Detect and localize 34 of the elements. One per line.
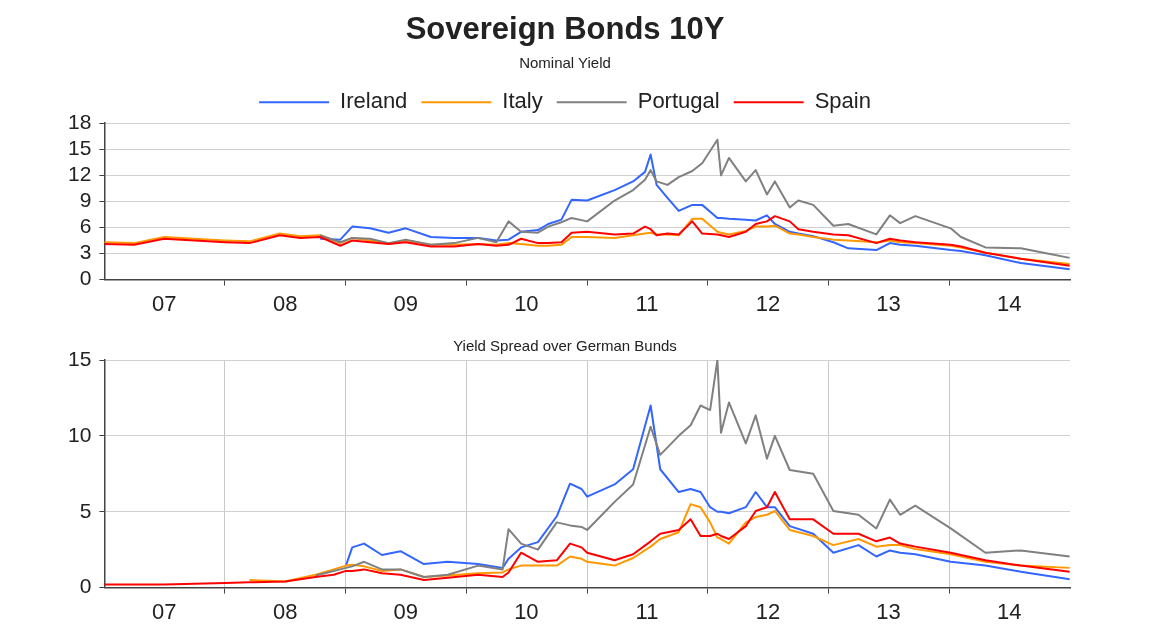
chart-title: Sovereign Bonds 10Y (405, 11, 725, 47)
chart-subtitle: Yield Spread over German Bunds (453, 337, 677, 355)
y-tick-label: 6 (79, 214, 92, 238)
x-tick-label: 12 (755, 290, 781, 316)
y-tick-label: 18 (68, 110, 92, 133)
legend-label: Portugal (637, 88, 720, 114)
y-tick-label: 3 (79, 240, 92, 264)
legend-label: Spain (814, 88, 871, 114)
y-tick-label: 12 (68, 162, 92, 186)
legend-label: Ireland (340, 88, 408, 114)
y-tick-label: 10 (68, 422, 92, 446)
x-tick-label: 12 (755, 598, 781, 624)
chart-subtitle: Nominal Yield (519, 54, 611, 72)
x-tick-label: 13 (876, 290, 901, 316)
legend-label: Italy (502, 88, 543, 114)
y-tick-label: 9 (79, 188, 92, 212)
x-tick-label: 14 (996, 290, 1022, 316)
x-tick-label: 14 (996, 598, 1022, 624)
x-tick-label: 10 (514, 598, 539, 624)
y-tick-label: 15 (68, 136, 92, 160)
x-tick-label: 07 (151, 290, 177, 316)
y-tick-label: 15 (68, 346, 92, 370)
y-tick-label: 5 (79, 498, 92, 522)
x-tick-label: 08 (272, 598, 298, 624)
y-tick-label: 0 (79, 266, 92, 290)
x-tick-label: 09 (393, 598, 418, 624)
x-tick-label: 11 (635, 598, 659, 624)
x-tick-label: 09 (393, 290, 418, 316)
x-tick-label: 11 (635, 290, 659, 316)
x-tick-label: 10 (514, 290, 539, 316)
x-tick-label: 07 (151, 598, 177, 624)
x-tick-label: 13 (876, 598, 901, 624)
y-tick-label: 0 (79, 574, 92, 598)
x-tick-label: 08 (272, 290, 298, 316)
